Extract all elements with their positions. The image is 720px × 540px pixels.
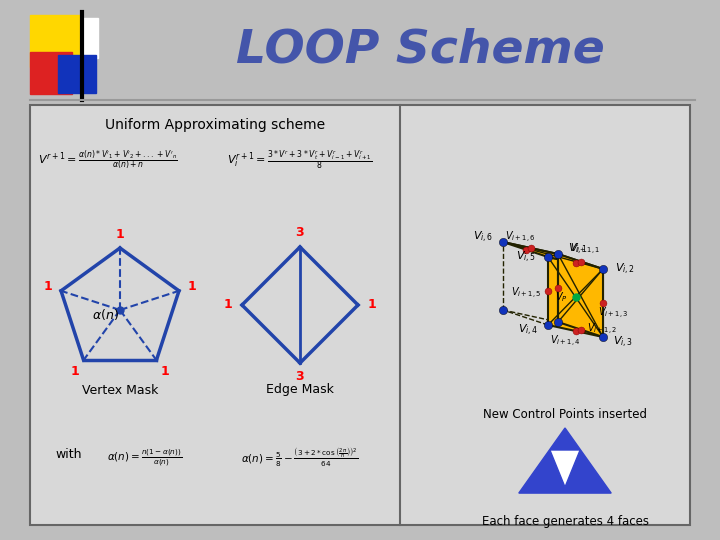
Text: $V_{i+1,1}$: $V_{i+1,1}$	[570, 242, 600, 257]
Polygon shape	[519, 428, 611, 493]
Text: 3: 3	[296, 370, 305, 383]
Text: 1: 1	[71, 365, 80, 378]
Text: Vertex Mask: Vertex Mask	[82, 383, 158, 396]
Text: $V_{i,6}$: $V_{i,6}$	[473, 230, 493, 245]
Text: $V_{i+1,4}$: $V_{i+1,4}$	[550, 333, 581, 348]
Text: LOOP Scheme: LOOP Scheme	[235, 28, 604, 72]
Text: $V_{i,4}$: $V_{i,4}$	[518, 322, 538, 338]
Text: $V_P$: $V_P$	[555, 290, 568, 304]
Text: $\alpha(n) = \frac{5}{8} - \frac{\left(3 + 2*\cos\left(\frac{2\pi}{n}\right)\rig: $\alpha(n) = \frac{5}{8} - \frac{\left(3…	[241, 447, 359, 469]
Text: Edge Mask: Edge Mask	[266, 383, 334, 396]
Text: 1: 1	[161, 365, 169, 378]
Text: 1: 1	[43, 280, 52, 293]
Polygon shape	[550, 450, 580, 487]
Text: $\alpha(n)$: $\alpha(n)$	[91, 307, 118, 322]
Text: $V_{i,2}$: $V_{i,2}$	[615, 261, 635, 276]
Text: $\alpha(n) = \frac{n(1-\alpha(n))}{\alpha(n)}$: $\alpha(n) = \frac{n(1-\alpha(n))}{\alph…	[107, 447, 183, 469]
Text: $V^{r+1} = \frac{\alpha(n)*V'_1 + V'_2 + ... + V'_n}{\alpha(n) + n}$: $V^{r+1} = \frac{\alpha(n)*V'_1 + V'_2 +…	[38, 148, 178, 172]
Text: Uniform Approximating scheme: Uniform Approximating scheme	[105, 118, 325, 132]
Text: with: with	[55, 449, 81, 462]
Text: $V_{i+1,6}$: $V_{i+1,6}$	[505, 230, 536, 245]
FancyBboxPatch shape	[30, 105, 690, 525]
Polygon shape	[503, 242, 603, 269]
Text: $V_{i,5}$: $V_{i,5}$	[516, 249, 536, 265]
Text: 3: 3	[296, 226, 305, 240]
Text: New Control Points inserted: New Control Points inserted	[483, 408, 647, 422]
Text: $V_{i+1,3}$: $V_{i+1,3}$	[598, 306, 629, 321]
Text: Each face generates 4 faces: Each face generates 4 faces	[482, 516, 649, 529]
Text: $V_i^{r+1} = \frac{3*V^r + 3*V^r_t + V^r_{i-1} + V^r_{i+1}}{8}$: $V_i^{r+1} = \frac{3*V^r + 3*V^r_t + V^r…	[228, 148, 373, 171]
Text: 1: 1	[224, 299, 233, 312]
Text: 1: 1	[368, 299, 377, 312]
Bar	[58, 55, 96, 93]
Bar	[30, 15, 82, 67]
Polygon shape	[558, 254, 603, 337]
Text: 1: 1	[116, 227, 125, 240]
Text: 1: 1	[188, 280, 197, 293]
Bar	[30, 52, 72, 94]
Bar	[58, 18, 98, 58]
Text: $V_{i,1}$: $V_{i,1}$	[568, 241, 588, 256]
Text: $V_{i+1,5}$: $V_{i+1,5}$	[510, 286, 541, 301]
Text: $V_{i,3}$: $V_{i,3}$	[613, 334, 633, 349]
Polygon shape	[548, 257, 603, 337]
Text: $V_{i+1,2}$: $V_{i+1,2}$	[588, 322, 618, 337]
